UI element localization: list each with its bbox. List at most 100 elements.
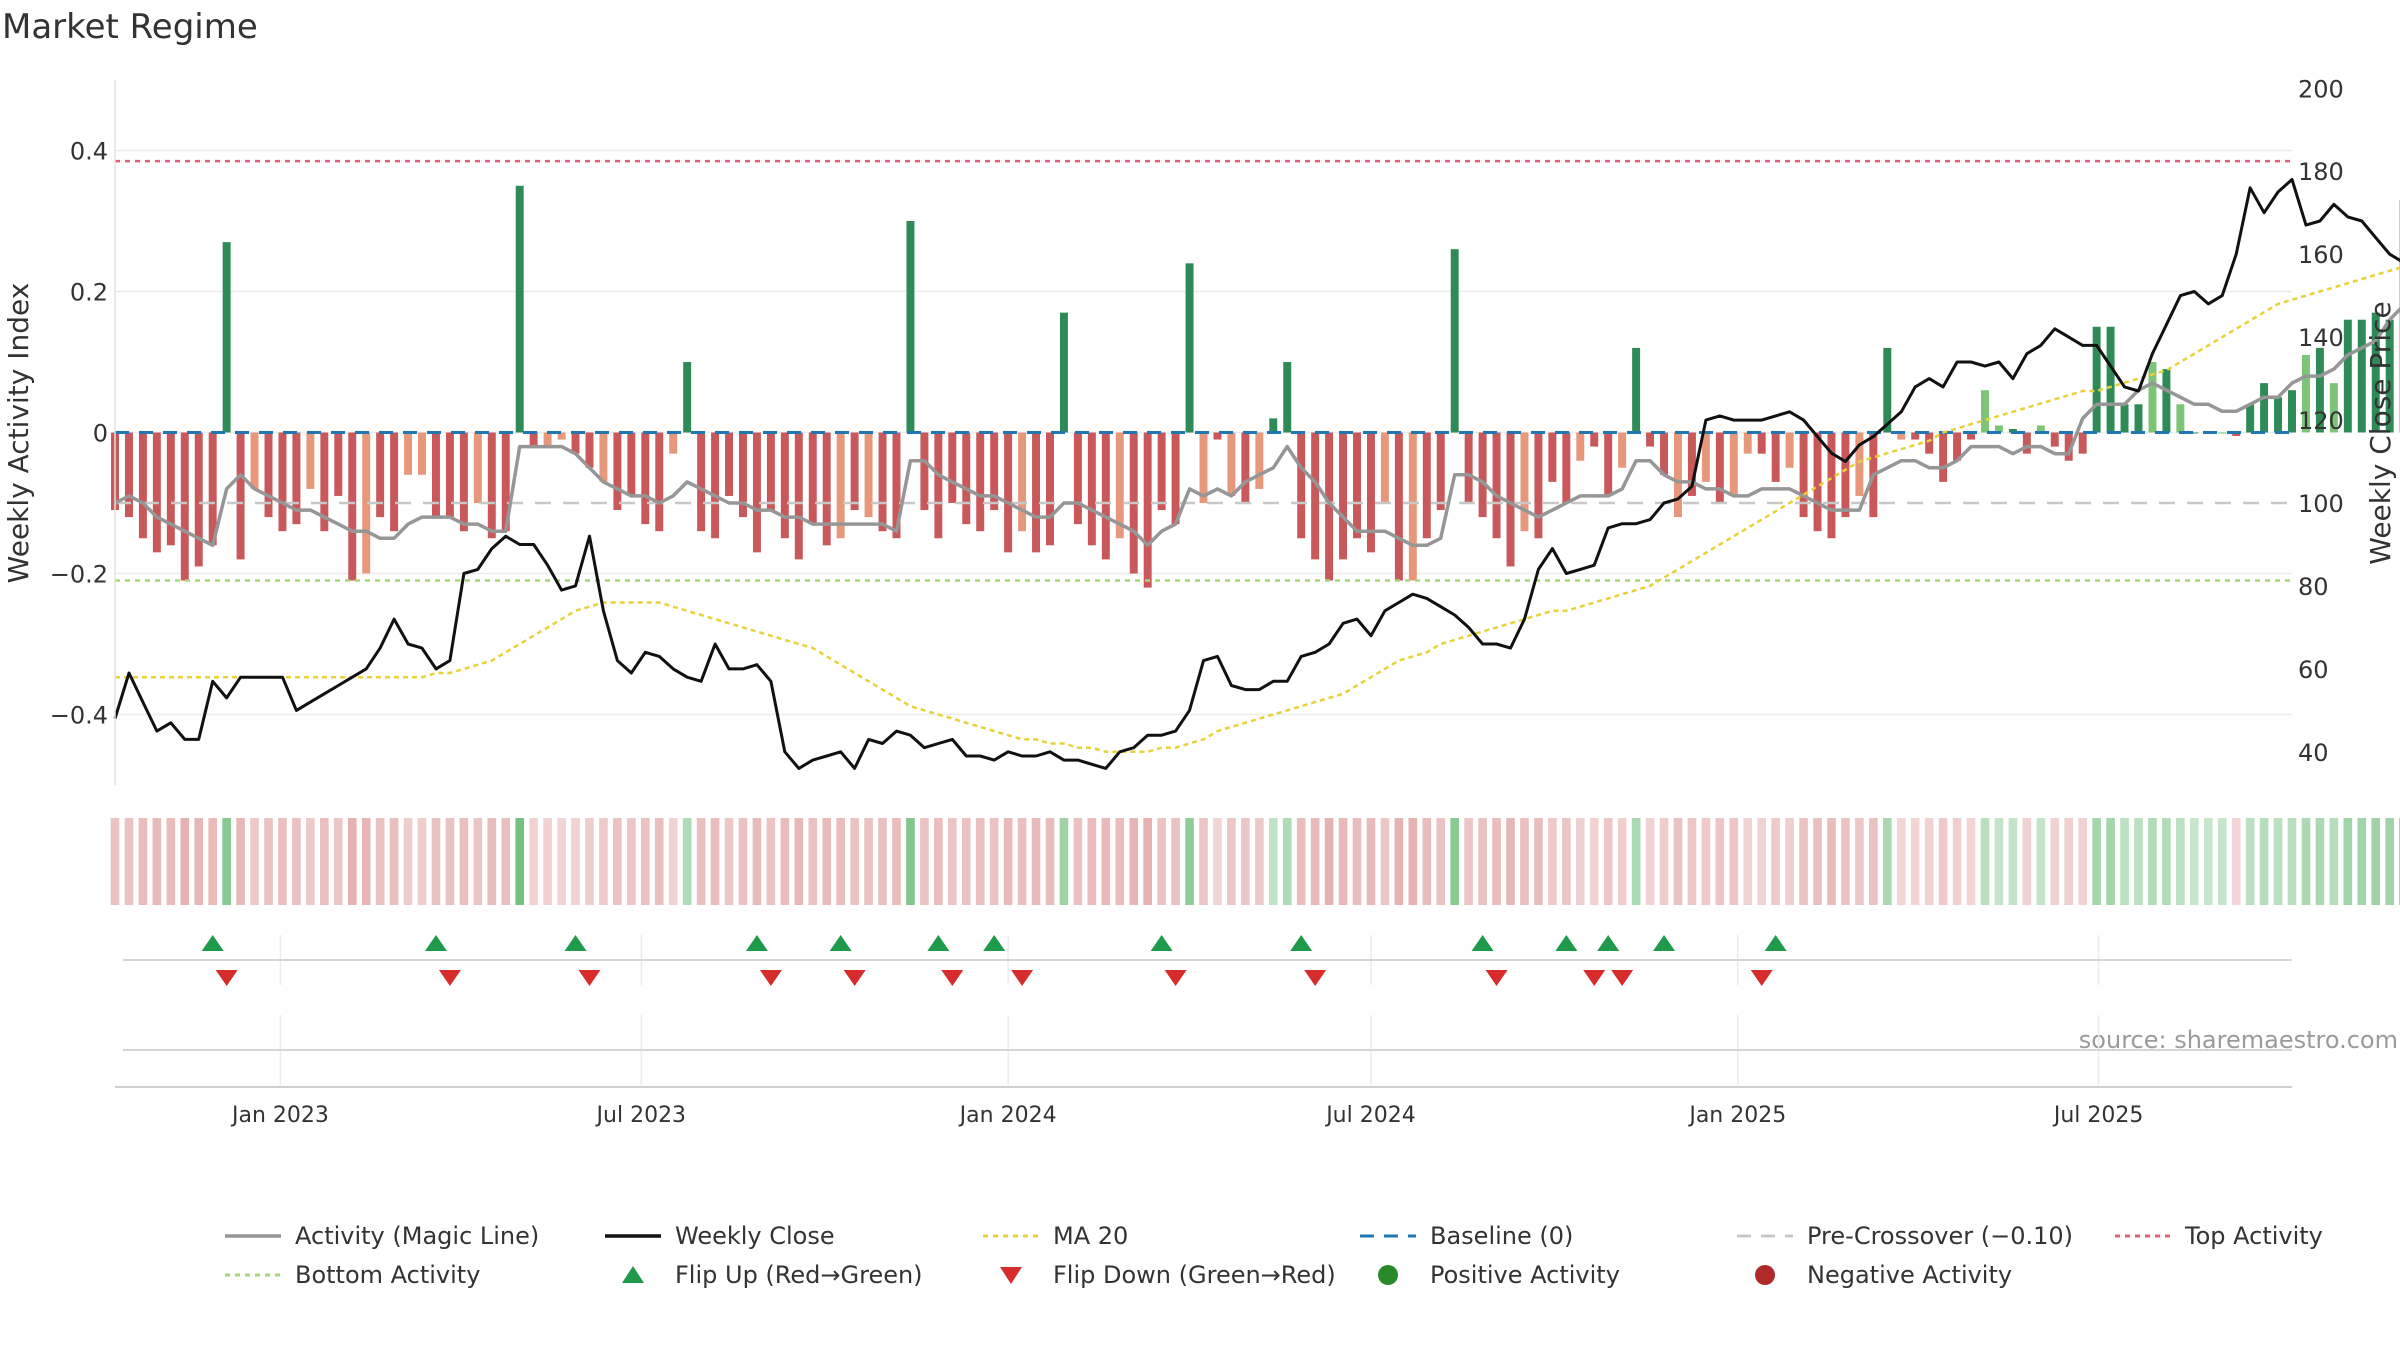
activity-bar-positive (1283, 362, 1291, 433)
regime-cell-negative (1032, 818, 1041, 905)
legend-item: Activity (Magic Line) (225, 1222, 539, 1250)
regime-cell-negative (920, 818, 929, 905)
x-tick-label: Jul 2023 (595, 1103, 687, 1128)
regime-cell-positive (1269, 818, 1278, 905)
activity-bar-negative (1200, 433, 1208, 504)
regime-cell-negative (1534, 818, 1543, 905)
flip-up-marker (983, 935, 1005, 951)
activity-bar-negative (1800, 433, 1808, 518)
flip-up-marker (927, 935, 949, 951)
regime-cell-negative (1841, 818, 1850, 905)
regime-cell-positive (2162, 818, 2171, 905)
regime-cell-positive (2246, 818, 2255, 905)
regime-cell-negative (1897, 818, 1906, 905)
activity-bar-negative (1339, 433, 1347, 560)
flip-down-marker (1486, 970, 1508, 986)
regime-cell-negative (306, 818, 315, 905)
regime-cell-negative (571, 818, 580, 905)
activity-bar-negative (432, 433, 440, 518)
magic-line (115, 207, 2400, 545)
activity-bar-negative (1102, 433, 1110, 560)
regime-cell-negative (376, 818, 385, 905)
activity-bar-negative (139, 433, 147, 539)
activity-bar-negative (2051, 433, 2059, 447)
regime-cell-negative (557, 818, 566, 905)
regime-cell-negative (753, 818, 762, 905)
regime-cell-positive (2009, 818, 2018, 905)
activity-bar-negative (1046, 433, 1054, 546)
activity-bar-negative (390, 433, 398, 532)
regime-cell-positive (2385, 818, 2394, 905)
flip-up-marker (746, 935, 768, 951)
activity-bar-negative (1730, 433, 1738, 496)
activity-bar-negative (1758, 433, 1766, 454)
legend-item: Flip Down (Green→Red) (1000, 1261, 1336, 1289)
regime-cell-negative (822, 818, 831, 905)
legend-item: Bottom Activity (225, 1261, 480, 1289)
left-tick-label: −0.2 (50, 561, 108, 589)
legend-label: Bottom Activity (295, 1261, 480, 1289)
right-tick-label: 160 (2298, 241, 2344, 269)
right-tick-label: 120 (2298, 407, 2344, 435)
regime-cell-negative (739, 818, 748, 905)
activity-bar-negative (237, 433, 245, 560)
activity-bar-negative (306, 433, 314, 489)
regime-cell-negative (1799, 818, 1808, 905)
activity-bar-positive (2093, 327, 2101, 433)
regime-cell-positive (2120, 818, 2129, 905)
activity-bar-negative (669, 433, 677, 454)
regime-cell-negative (627, 818, 636, 905)
right-tick-label: 180 (2298, 158, 2344, 186)
activity-bar-negative (641, 433, 649, 525)
activity-bar-negative (125, 433, 133, 518)
regime-cell-negative (404, 818, 413, 905)
regime-cell-negative (892, 818, 901, 905)
flip-up-marker (425, 935, 447, 951)
activity-bar-negative (711, 433, 719, 539)
regime-cell-negative (1953, 818, 1962, 905)
regime-cell-positive (1995, 818, 2004, 905)
legend-label: Pre-Crossover (−0.10) (1807, 1222, 2073, 1250)
regime-cell-negative (1409, 818, 1418, 905)
regime-cell-positive (2106, 818, 2115, 905)
activity-bar-negative (1158, 433, 1166, 511)
regime-cell-negative (1492, 818, 1501, 905)
flip-up-marker (1597, 935, 1619, 951)
activity-bar-negative (655, 433, 663, 532)
regime-cell-negative (446, 818, 455, 905)
activity-bar-negative (1939, 433, 1947, 482)
regime-cell-negative (1004, 818, 1013, 905)
regime-cell-negative (1227, 818, 1236, 905)
legend-item: Positive Activity (1378, 1261, 1620, 1289)
activity-bar-negative (1479, 433, 1487, 518)
right-tick-label: 140 (2298, 324, 2344, 352)
regime-cell-positive (2204, 818, 2213, 905)
regime-cell-negative (1255, 818, 1264, 905)
legend-label: Negative Activity (1807, 1261, 2012, 1289)
regime-cell-negative (655, 818, 664, 905)
left-axis-label: Weekly Activity Index (2, 283, 35, 584)
activity-bar-negative (334, 433, 342, 496)
regime-cell-negative (962, 818, 971, 905)
regime-cell-negative (1325, 818, 1334, 905)
right-tick-label: 100 (2298, 490, 2344, 518)
regime-cell-negative (167, 818, 176, 905)
activity-bar-negative (585, 433, 593, 468)
regime-cell-negative (348, 818, 357, 905)
legend-label: Activity (Magic Line) (295, 1222, 539, 1250)
regime-cell-negative (1646, 818, 1655, 905)
activity-bar-negative (1814, 433, 1822, 532)
activity-bar-negative (488, 433, 496, 539)
activity-bar-negative (1507, 433, 1515, 567)
regime-cell-positive (2176, 818, 2185, 905)
regime-cell-positive (906, 818, 915, 905)
regime-cell-negative (976, 818, 985, 905)
x-tick-label: Jan 2024 (958, 1103, 1057, 1128)
flip-up-marker (1472, 935, 1494, 951)
activity-bar-negative (1548, 433, 1556, 482)
regime-cell-positive (2302, 818, 2311, 905)
activity-bar-negative (1437, 433, 1445, 511)
regime-cell-negative (153, 818, 162, 905)
